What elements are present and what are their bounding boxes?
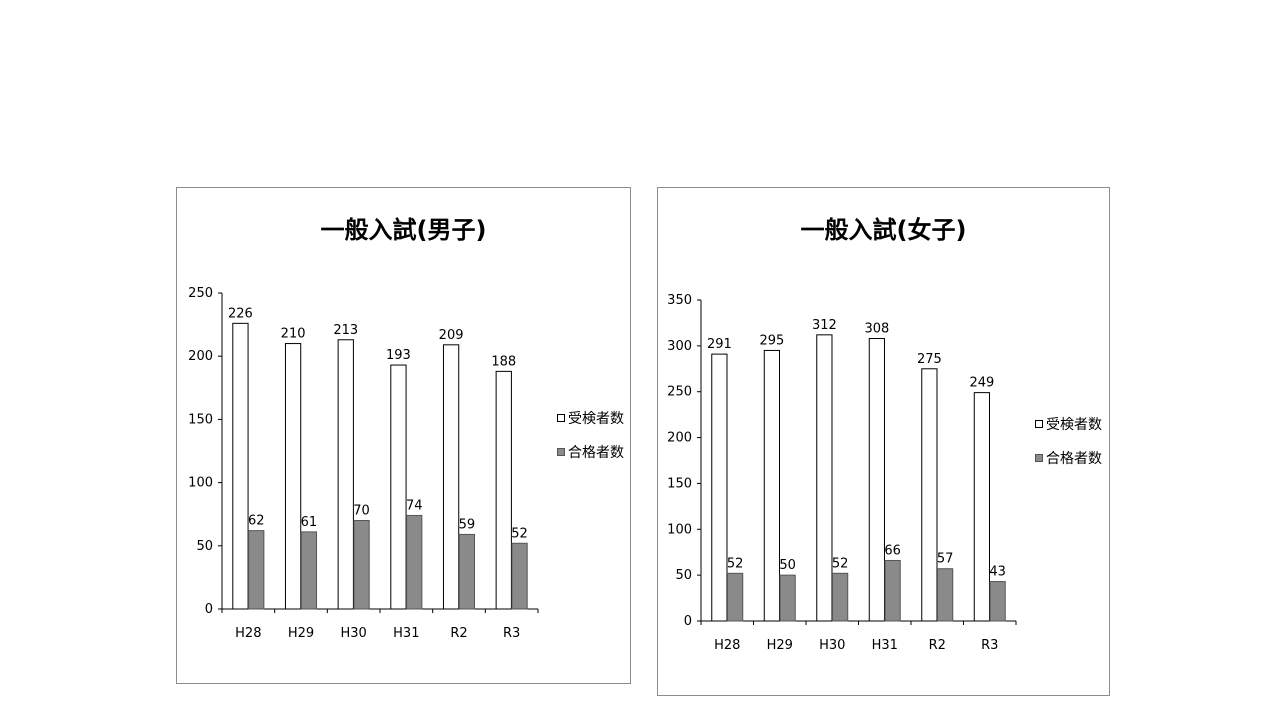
- legend-label-passed: 合格者数: [1046, 451, 1102, 467]
- data-label-applicants: 275: [917, 352, 942, 367]
- bar-passed: [458, 533, 476, 610]
- bar-applicants: [973, 392, 990, 622]
- data-label-passed: 59: [459, 517, 476, 532]
- data-label-passed: 62: [248, 514, 265, 529]
- data-label-passed: 52: [832, 556, 849, 571]
- data-label-applicants: 312: [812, 318, 837, 333]
- legend-swatch-applicants: [1035, 420, 1043, 428]
- data-label-applicants: 188: [491, 354, 516, 369]
- x-tick-label: R3: [981, 638, 998, 653]
- legend-item-applicants: 受検者数: [1035, 414, 1102, 434]
- legend-swatch-applicants: [557, 414, 565, 422]
- data-label-applicants: 209: [439, 328, 464, 343]
- bar-applicants: [390, 364, 407, 610]
- data-label-applicants: 193: [386, 348, 411, 363]
- data-label-passed: 50: [779, 558, 796, 573]
- y-tick-label: 150: [188, 412, 213, 427]
- bar-applicants: [232, 322, 249, 610]
- x-tick-label: H29: [288, 626, 314, 641]
- data-label-applicants: 210: [281, 327, 306, 342]
- y-tick-label: 300: [667, 339, 692, 354]
- y-tick-label: 250: [667, 385, 692, 400]
- y-tick-label: 200: [188, 349, 213, 364]
- x-tick-label: H28: [714, 638, 740, 653]
- bar-applicants: [816, 334, 833, 622]
- legend-item-passed: 合格者数: [557, 442, 624, 462]
- bar-passed: [937, 568, 954, 622]
- bar-passed: [353, 520, 370, 610]
- data-label-passed: 43: [989, 565, 1006, 580]
- bar-chart-svg: 0 50 100 150 200 250 300 350 H28 291 52 H29 295 50 H30…: [667, 293, 1017, 653]
- legend-label-applicants: 受検者数: [1046, 417, 1102, 433]
- bar-applicants: [337, 339, 354, 610]
- data-label-applicants: 291: [707, 337, 732, 352]
- data-label-applicants: 226: [228, 306, 253, 321]
- bar-passed: [832, 572, 849, 622]
- y-tick-label: 350: [667, 293, 692, 308]
- chart-panel-male: 一般入試(男子) 0 50 100 150 200 250 H28 226 62 H29 210 61…: [176, 187, 631, 684]
- data-label-applicants: 249: [969, 376, 994, 391]
- bar-passed: [989, 581, 1006, 622]
- data-label-passed: 52: [511, 526, 528, 541]
- data-label-applicants: 295: [759, 333, 784, 348]
- data-label-passed: 52: [727, 556, 744, 571]
- data-label-applicants: 308: [864, 322, 889, 337]
- x-tick-label: R2: [929, 638, 946, 653]
- bar-passed: [884, 559, 901, 622]
- legend: 受検者数 合格者数: [1035, 414, 1102, 482]
- x-tick-label: H31: [393, 626, 419, 641]
- y-tick-label: 250: [188, 286, 213, 301]
- legend-item-passed: 合格者数: [1035, 448, 1102, 468]
- legend: 受検者数 合格者数: [557, 408, 624, 476]
- y-tick-label: 50: [675, 568, 692, 583]
- bar-applicants: [495, 370, 512, 610]
- bar-passed: [248, 530, 265, 610]
- bar-applicants: [284, 343, 302, 610]
- chart-title: 一般入試(女子): [800, 216, 967, 244]
- bar-passed: [511, 542, 528, 610]
- bar-applicants: [763, 349, 780, 622]
- legend-label-passed: 合格者数: [568, 445, 624, 461]
- bar-applicants: [711, 353, 728, 622]
- bar-applicants: [442, 344, 460, 610]
- y-tick-label: 0: [684, 614, 692, 629]
- legend-swatch-passed: [1035, 454, 1043, 462]
- data-label-passed: 74: [406, 498, 423, 513]
- bar-passed: [779, 574, 796, 622]
- y-tick-label: 200: [667, 431, 692, 446]
- legend-item-applicants: 受検者数: [557, 408, 624, 428]
- y-tick-label: 0: [205, 602, 213, 617]
- chart-panel-female: 一般入試(女子) 0 50 100 150 200 250 300 350 H28 291 52 H2…: [657, 187, 1110, 696]
- bar-applicants: [921, 368, 938, 622]
- data-label-passed: 57: [937, 552, 954, 567]
- y-tick-label: 100: [188, 476, 213, 491]
- chart-title: 一般入試(男子): [320, 216, 487, 244]
- y-tick-label: 150: [667, 476, 692, 491]
- bar-applicants: [868, 338, 885, 622]
- x-tick-label: H31: [872, 638, 898, 653]
- y-tick-label: 100: [667, 522, 692, 537]
- x-tick-label: H30: [819, 638, 845, 653]
- bar-chart-svg: 0 50 100 150 200 250 H28 226 62 H29 210 61 H30 213 70 H…: [188, 286, 539, 641]
- x-tick-label: H28: [235, 626, 261, 641]
- x-tick-label: R3: [503, 626, 520, 641]
- bar-passed: [300, 531, 318, 610]
- x-tick-label: H29: [767, 638, 793, 653]
- y-tick-label: 50: [196, 539, 213, 554]
- x-tick-label: R2: [450, 626, 467, 641]
- legend-swatch-passed: [557, 448, 565, 456]
- data-label-passed: 61: [301, 515, 318, 530]
- legend-label-applicants: 受検者数: [568, 411, 624, 427]
- data-label-passed: 70: [353, 504, 370, 519]
- bar-passed: [727, 572, 744, 622]
- data-label-passed: 66: [884, 543, 901, 558]
- x-tick-label: H30: [341, 626, 367, 641]
- data-label-applicants: 213: [333, 323, 358, 338]
- bar-passed: [406, 514, 423, 610]
